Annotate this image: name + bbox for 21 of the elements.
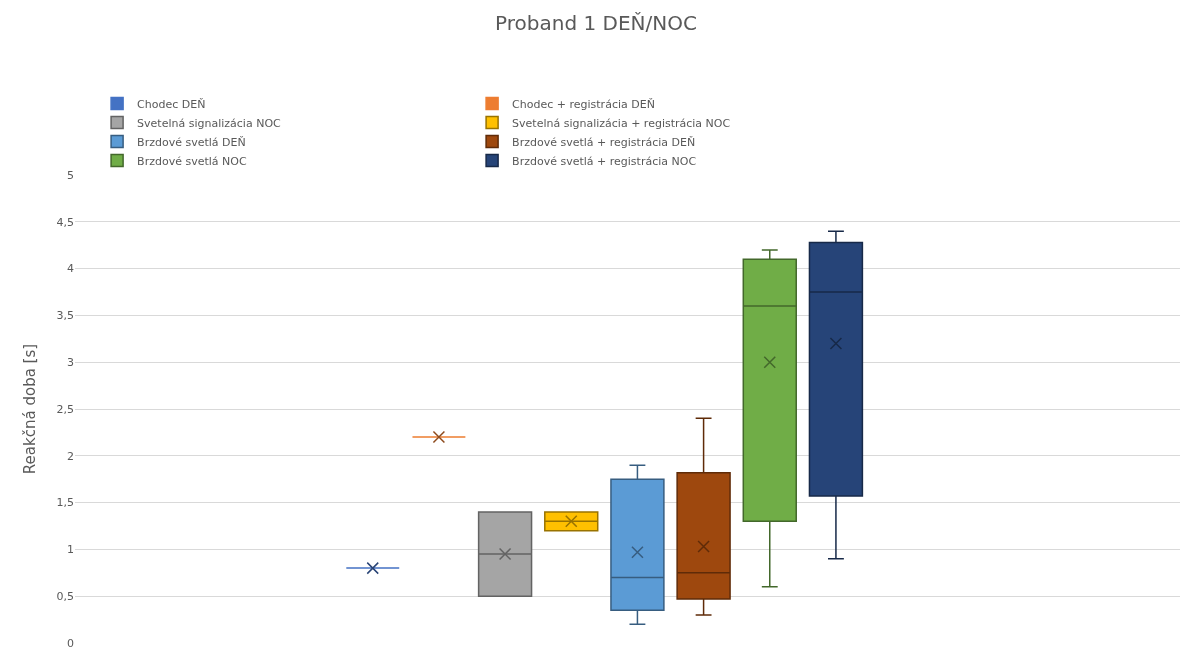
legend-label: Brzdové svetlá + registrácia NOC — [512, 154, 697, 168]
legend-label: Chodec DEŇ — [137, 97, 206, 111]
legend-label: Brzdové svetlá NOC — [137, 154, 247, 168]
y-tick-label: 4 — [67, 262, 74, 276]
legend-label: Svetelná signalizácia + registrácia NOC — [512, 116, 731, 130]
y-tick-label: 1 — [67, 543, 74, 557]
y-tick-label: 0,5 — [56, 590, 74, 604]
chart-title: Proband 1 DEŇ/NOC — [495, 11, 697, 36]
legend-label: Brzdové svetlá DEŇ — [137, 135, 246, 149]
y-tick-label: 3 — [67, 356, 74, 370]
y-tick-label: 4,5 — [56, 215, 74, 229]
y-tick-label: 2,5 — [56, 402, 74, 416]
y-tick-label: 0 — [67, 636, 74, 650]
y-tick-label: 5 — [67, 168, 74, 182]
legend-label: Chodec + registrácia DEŇ — [512, 97, 655, 111]
y-tick-label: 3,5 — [56, 309, 74, 323]
y-tick-label: 2 — [67, 449, 74, 463]
y-tick-label: 1,5 — [56, 496, 74, 510]
legend-label: Brzdové svetlá + registrácia DEŇ — [512, 135, 696, 149]
y-axis-title: Reakčná doba [s] — [21, 343, 39, 475]
legend-label: Svetelná signalizácia NOC — [137, 116, 282, 130]
